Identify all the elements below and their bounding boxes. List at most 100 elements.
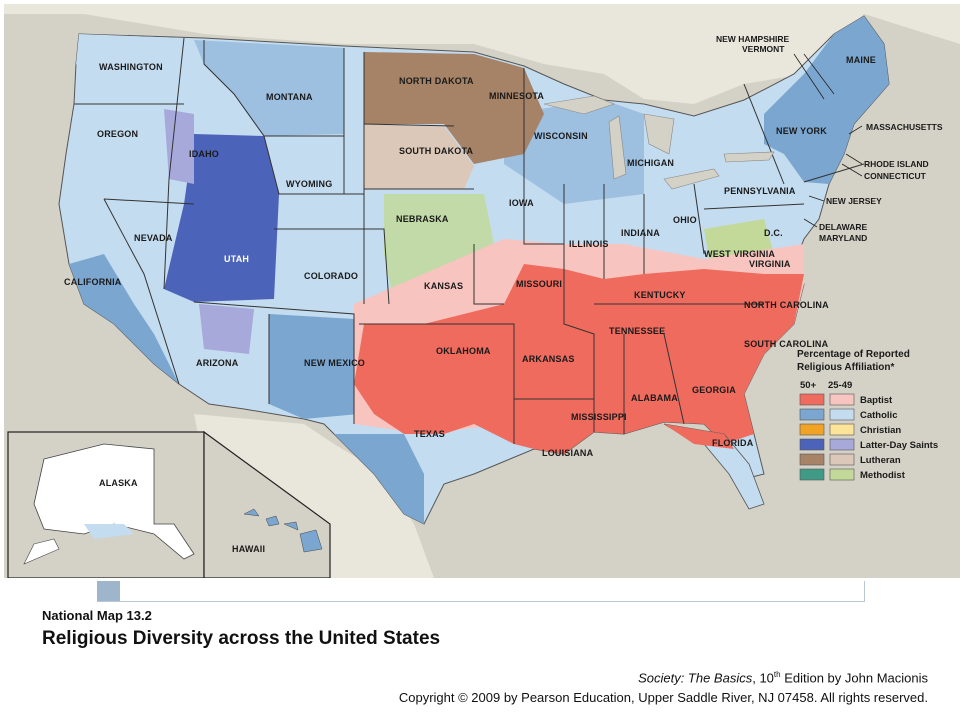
legend-swatch-high — [799, 468, 825, 481]
label-vermont: VERMONT — [742, 44, 785, 54]
label-illinois: ILLINOIS — [569, 239, 609, 249]
label-colorado: COLORADO — [304, 271, 358, 281]
label-west-virginia: WEST VIRGINIA — [704, 249, 775, 259]
label-minnesota: MINNESOTA — [489, 91, 544, 101]
credit-edition-num: , 10 — [752, 670, 774, 686]
map-legend: Percentage of Reported Religious Affilia… — [797, 349, 938, 481]
legend-title-line2: Religious Affiliation* — [797, 362, 895, 373]
label-kansas: KANSAS — [424, 281, 463, 291]
legend-label: Methodist — [860, 470, 906, 481]
label-iowa: IOWA — [509, 198, 534, 208]
legend-swatch-low — [829, 453, 855, 466]
label-pennsylvania: PENNSYLVANIA — [724, 186, 796, 196]
region-northeast-catholic — [764, 16, 889, 184]
region-nm-catholic — [269, 314, 359, 419]
label-north-carolina: NORTH CAROLINA — [744, 300, 829, 310]
caption-title: Religious Diversity across the United St… — [42, 628, 441, 649]
region-midwest-catholic — [504, 100, 644, 204]
label-nevada: NEVADA — [134, 233, 173, 243]
region-baptist-high — [354, 264, 804, 454]
label-tennessee: TENNESSEE — [609, 326, 665, 336]
label-idaho: IDAHO — [189, 149, 219, 159]
region-washington-catholic — [76, 34, 184, 99]
label-wisconsin: WISCONSIN — [534, 131, 588, 141]
label-utah: UTAH — [224, 254, 249, 264]
caption-kicker: National Map 13.2 — [42, 608, 152, 623]
label-arizona: ARIZONA — [196, 358, 239, 368]
canada-land — [4, 4, 960, 104]
label-south-carolina: SOUTH CAROLINA — [744, 339, 829, 349]
label-wyoming: WYOMING — [286, 179, 332, 189]
label-oklahoma: OKLAHOMA — [436, 346, 491, 356]
label-mississippi: MISSISSIPPI — [571, 412, 627, 422]
legend-row: Catholic — [799, 408, 897, 421]
legend-swatch-high — [799, 438, 825, 451]
label-delaware: DELAWARE — [819, 222, 868, 232]
legend-swatch-low — [829, 408, 855, 421]
label-michigan: MICHIGAN — [627, 158, 674, 168]
legend-label: Latter-Day Saints — [860, 440, 938, 451]
legend-col-high: 50+ — [800, 380, 817, 391]
legend-title-line1: Percentage of Reported — [797, 349, 910, 360]
legend-swatch-low — [829, 393, 855, 406]
legend-rows: Baptist Catholic Christian Latter-Day Saint… — [799, 393, 938, 481]
legend-label: Christian — [860, 425, 901, 436]
label-georgia: GEORGIA — [692, 385, 736, 395]
label-connecticut: CONNECTICUT — [864, 171, 927, 181]
footer-tab — [97, 581, 120, 601]
label-hawaii: HAWAII — [232, 544, 265, 554]
label-ohio: OHIO — [673, 215, 697, 225]
region-florida-baptist — [664, 424, 734, 449]
credit-line: Society: The Basics, 10th Edition by Joh… — [638, 670, 928, 685]
state-boundaries — [74, 37, 865, 444]
label-arkansas: ARKANSAS — [522, 354, 575, 364]
map-canvas: WASHINGTON OREGON CALIFORNIA NEVADA IDAH… — [4, 4, 960, 578]
label-montana: MONTANA — [266, 92, 313, 102]
credit-book-title: Society: The Basics — [638, 670, 753, 686]
legend-col-low: 25-49 — [828, 380, 852, 391]
region-lutheran-low — [364, 124, 474, 189]
label-massachusetts: MASSACHUSETTS — [866, 122, 943, 132]
label-rhode-island: RHODE ISLAND — [864, 159, 929, 169]
label-nebraska: NEBRASKA — [396, 214, 449, 224]
label-texas: TEXAS — [414, 429, 445, 439]
legend-label: Lutheran — [860, 455, 901, 466]
region-california-catholic — [69, 254, 179, 384]
label-california: CALIFORNIA — [64, 277, 122, 287]
label-oregon: OREGON — [97, 129, 138, 139]
region-lutheran-high — [364, 52, 544, 164]
label-maryland: MARYLAND — [819, 233, 867, 243]
legend-swatch-high — [799, 408, 825, 421]
label-maine: MAINE — [846, 55, 876, 65]
label-indiana: INDIANA — [621, 228, 660, 238]
credit-edition-sup: th — [773, 670, 781, 679]
religious-diversity-map: WASHINGTON OREGON CALIFORNIA NEVADA IDAH… — [4, 4, 960, 578]
great-lakes — [543, 95, 775, 190]
legend-swatch-high — [799, 423, 825, 436]
label-dc: D.C. — [764, 228, 783, 238]
legend-row: Methodist — [799, 468, 906, 481]
region-southtexas-catholic — [334, 434, 424, 524]
legend-row: Baptist — [799, 393, 893, 406]
label-new-mexico: NEW MEXICO — [304, 358, 365, 368]
callout-leader-lines — [793, 53, 863, 228]
region-lds-low — [164, 109, 254, 354]
legend-row: Latter-Day Saints — [799, 438, 938, 451]
label-alabama: ALABAMA — [631, 393, 678, 403]
legend-label: Baptist — [860, 395, 893, 406]
label-new-jersey: NEW JERSEY — [826, 196, 882, 206]
legend-swatch-high — [799, 453, 825, 466]
region-montana-catholic — [194, 40, 344, 136]
label-new-york: NEW YORK — [776, 126, 827, 136]
alaska-inset: ALASKA — [7, 431, 205, 578]
legend-swatch-low — [829, 423, 855, 436]
credit-edition-rest: Edition by John Macionis — [780, 670, 928, 686]
label-virginia: VIRGINIA — [749, 259, 791, 269]
legend-row: Lutheran — [799, 453, 901, 466]
label-louisiana: LOUISIANA — [542, 448, 594, 458]
label-missouri: MISSOURI — [516, 279, 562, 289]
label-alaska: ALASKA — [99, 478, 138, 488]
legend-label: Catholic — [860, 410, 897, 421]
label-florida: FLORIDA — [712, 438, 754, 448]
label-south-dakota: SOUTH DAKOTA — [399, 146, 474, 156]
